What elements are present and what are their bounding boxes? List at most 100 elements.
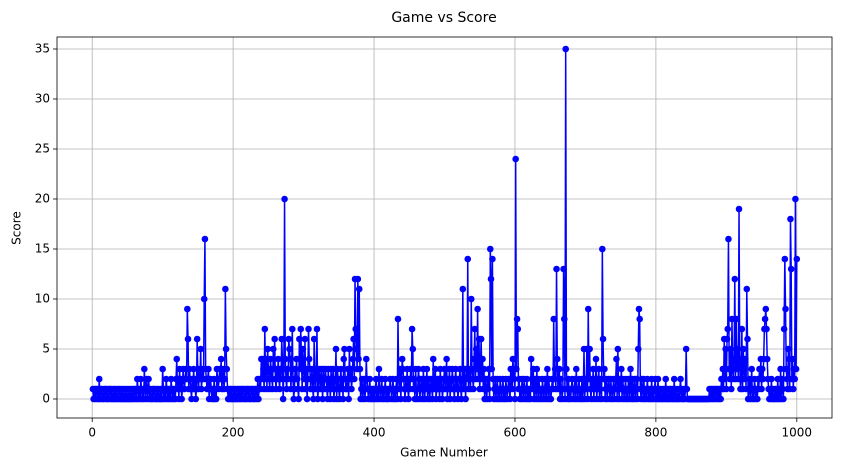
data-point: [746, 375, 753, 383]
data-point: [743, 285, 751, 293]
data-point: [467, 295, 475, 303]
data-point: [298, 355, 305, 363]
y-tick-label: 30: [35, 92, 50, 106]
data-point: [735, 205, 743, 213]
data-point: [193, 335, 201, 343]
data-point: [634, 345, 642, 353]
data-point: [290, 395, 298, 403]
data-point: [723, 335, 731, 343]
data-point: [340, 355, 348, 363]
data-point: [550, 315, 558, 323]
data-point: [781, 255, 789, 263]
data-point: [725, 235, 732, 243]
data-point: [269, 345, 277, 353]
data-point: [184, 305, 191, 313]
data-point: [487, 275, 495, 283]
data-point: [289, 325, 296, 333]
data-point: [284, 375, 292, 383]
x-axis-label: Game Number: [400, 446, 488, 460]
data-point: [682, 345, 690, 353]
data-point: [285, 335, 293, 343]
y-axis-label: Score: [10, 211, 24, 245]
data-point: [277, 375, 285, 383]
data-point: [734, 345, 741, 353]
x-tick-label: 1000: [782, 426, 813, 440]
data-point: [286, 355, 294, 363]
y-tick-label: 5: [42, 342, 50, 356]
data-point: [429, 355, 437, 363]
data-point: [762, 305, 770, 313]
data-point: [314, 395, 321, 403]
data-point: [763, 325, 770, 333]
data-point: [159, 365, 166, 373]
data-point: [782, 365, 790, 373]
data-point: [291, 365, 299, 373]
data-point: [464, 255, 472, 263]
data-point: [295, 395, 302, 403]
data-point: [409, 345, 417, 353]
data-point: [302, 385, 309, 393]
data-point: [255, 395, 262, 403]
y-tick-label: 35: [35, 42, 50, 56]
data-point: [341, 345, 348, 353]
data-point: [382, 375, 389, 383]
data-point: [366, 375, 374, 383]
data-point: [547, 395, 555, 403]
data-point: [793, 255, 801, 263]
data-point: [415, 365, 422, 373]
data-point: [789, 355, 796, 363]
data-point: [405, 395, 412, 403]
data-point: [217, 355, 225, 363]
data-point: [560, 265, 567, 273]
data-point: [348, 385, 355, 393]
data-point: [297, 325, 305, 333]
data-point: [592, 355, 600, 363]
data-point: [595, 365, 603, 373]
data-point: [614, 345, 622, 353]
data-point: [512, 155, 519, 163]
data-point: [351, 375, 358, 383]
data-point: [618, 365, 625, 373]
data-point: [721, 375, 729, 383]
data-point: [346, 345, 353, 353]
data-point: [777, 365, 784, 373]
data-point: [785, 345, 792, 353]
data-point: [778, 375, 786, 383]
data-point: [738, 325, 746, 333]
data-point: [276, 385, 283, 393]
data-point: [553, 355, 561, 363]
data-point: [787, 215, 794, 223]
data-point: [350, 335, 357, 343]
data-point: [759, 375, 767, 383]
data-point: [372, 375, 380, 383]
chart-title: Game vs Score: [391, 10, 496, 26]
data-point: [264, 345, 271, 353]
data-point: [748, 365, 756, 373]
data-point: [792, 365, 800, 373]
data-point: [719, 365, 727, 373]
data-point: [662, 375, 670, 383]
data-point: [563, 365, 570, 373]
data-point: [486, 245, 494, 253]
data-point: [723, 385, 730, 393]
data-point: [337, 365, 345, 373]
data-point: [375, 365, 383, 373]
data-point: [584, 305, 592, 313]
data-point: [677, 375, 684, 383]
data-point: [310, 335, 318, 343]
data-point: [355, 285, 363, 293]
data-point: [162, 375, 170, 383]
data-point: [286, 345, 293, 353]
data-point: [731, 275, 739, 283]
data-point: [305, 355, 313, 363]
data-point: [727, 385, 735, 393]
data-point: [601, 365, 608, 373]
data-point: [511, 395, 519, 403]
data-point: [197, 345, 205, 353]
data-point: [484, 385, 492, 393]
data-point: [636, 315, 643, 323]
data-point: [730, 355, 738, 363]
data-point: [398, 355, 406, 363]
data-point: [205, 365, 212, 373]
data-point: [296, 335, 303, 343]
